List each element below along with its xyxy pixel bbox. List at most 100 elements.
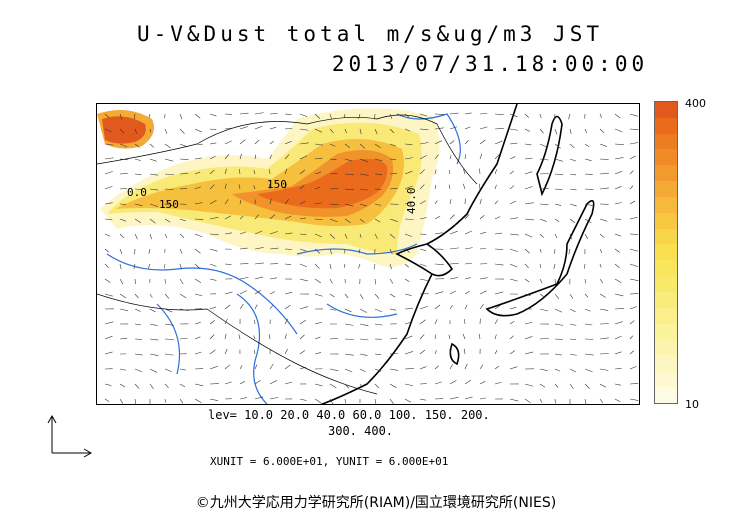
wind-arrow xyxy=(524,321,533,325)
wind-arrow xyxy=(314,171,322,175)
wind-arrow xyxy=(314,128,322,133)
wind-arrow xyxy=(462,183,466,190)
wind-arrow xyxy=(434,154,439,160)
wind-arrow xyxy=(238,168,241,175)
wind-arrow xyxy=(389,293,396,298)
colorbar-swatch xyxy=(655,133,677,150)
wind-arrow xyxy=(194,186,201,190)
wind-arrow xyxy=(179,278,184,285)
wind-arrow xyxy=(434,232,443,235)
wind-arrow xyxy=(314,248,321,254)
wind-arrow xyxy=(434,365,439,370)
wind-arrow xyxy=(569,143,575,149)
wind-arrow xyxy=(343,263,346,268)
wind-arrow xyxy=(164,398,166,403)
wind-arrow xyxy=(284,127,293,130)
wind-arrow xyxy=(329,248,333,255)
wind-arrow xyxy=(479,303,484,310)
wind-arrow xyxy=(359,143,366,149)
wind-arrow xyxy=(359,308,367,313)
wind-arrow xyxy=(164,368,172,372)
wind-arrow xyxy=(269,291,276,295)
wind-arrow xyxy=(374,398,377,404)
wind-arrow xyxy=(163,263,166,269)
wind-arrow xyxy=(134,323,141,326)
wind-arrow xyxy=(599,383,606,388)
wind-arrow xyxy=(539,203,549,206)
colorbar-swatch xyxy=(655,355,677,372)
wind-arrow xyxy=(434,127,444,130)
wind-arrow xyxy=(404,368,414,370)
wind-arrow xyxy=(599,278,603,284)
colorbar-min-label: 10 xyxy=(685,398,699,411)
wind-arrow xyxy=(584,203,594,207)
wind-arrow xyxy=(599,218,608,222)
wind-arrow xyxy=(524,336,533,340)
wind-arrow xyxy=(524,233,533,238)
wind-arrow xyxy=(164,173,174,176)
wind-arrow xyxy=(463,168,466,175)
wind-arrow xyxy=(479,290,487,295)
wind-arrow xyxy=(209,365,218,370)
wind-arrow xyxy=(569,188,577,191)
wind-arrow xyxy=(224,348,228,355)
wind-arrow xyxy=(104,128,112,133)
wind-arrow xyxy=(164,218,171,223)
wind-arrow xyxy=(284,199,290,205)
wind-arrow xyxy=(374,203,382,206)
wind-arrow xyxy=(479,168,481,175)
wind-arrow xyxy=(284,381,293,385)
wind-arrow xyxy=(464,304,468,310)
wind-arrow xyxy=(494,216,501,220)
wind-arrow xyxy=(149,173,159,176)
wind-arrow xyxy=(599,337,609,340)
wind-arrow xyxy=(434,350,437,355)
wind-arrow xyxy=(614,321,623,325)
wind-arrow xyxy=(209,320,216,325)
colorbar-swatch xyxy=(655,181,677,197)
colorbar-swatch xyxy=(655,228,677,245)
wind-arrow xyxy=(584,233,589,240)
wind-arrow xyxy=(299,184,305,190)
wind-arrow xyxy=(254,349,256,355)
wind-arrow xyxy=(629,398,639,401)
wind-arrow xyxy=(614,113,621,119)
wind-arrow xyxy=(434,319,438,325)
wind-arrow xyxy=(524,186,533,190)
wind-arrow xyxy=(479,248,487,250)
contour-levels: lev= 10.0 20.0 40.0 60.0 100. 150. 200. xyxy=(208,408,490,422)
timestamp: 2013/07/31.18:00:00 xyxy=(331,52,649,76)
wind-arrow xyxy=(254,139,260,145)
wind-arrow xyxy=(149,323,158,326)
wind-arrow xyxy=(449,199,452,205)
wind-arrow xyxy=(404,113,410,118)
wind-arrow xyxy=(119,173,128,175)
wind-arrow xyxy=(209,306,217,310)
wind-arrow xyxy=(344,158,353,162)
wind-arrow xyxy=(164,323,174,326)
wind-arrow xyxy=(554,128,558,135)
wind-arrow xyxy=(119,143,128,148)
wind-arrow xyxy=(584,368,593,373)
wind-arrow xyxy=(149,338,159,341)
wind-arrow xyxy=(599,233,605,238)
wind-arrow xyxy=(209,349,216,355)
wind-arrow xyxy=(554,188,563,190)
wind-arrow xyxy=(164,143,171,149)
wind-arrow xyxy=(239,139,246,145)
colorbar-swatch xyxy=(655,339,677,356)
wind-arrow xyxy=(404,335,413,340)
wind-arrow xyxy=(299,350,306,355)
wind-arrow xyxy=(449,305,453,310)
wind-arrow xyxy=(629,142,638,145)
wind-arrow xyxy=(419,128,429,131)
wind-arrow xyxy=(359,158,368,163)
wind-arrow xyxy=(479,380,486,385)
wind-arrow xyxy=(568,248,571,255)
wind-arrow xyxy=(239,247,248,250)
wind-arrow xyxy=(329,368,339,372)
wind-arrow xyxy=(584,188,594,190)
colorbar-swatch xyxy=(655,307,677,324)
wind-arrow xyxy=(524,218,534,221)
wind-arrow xyxy=(479,113,488,115)
